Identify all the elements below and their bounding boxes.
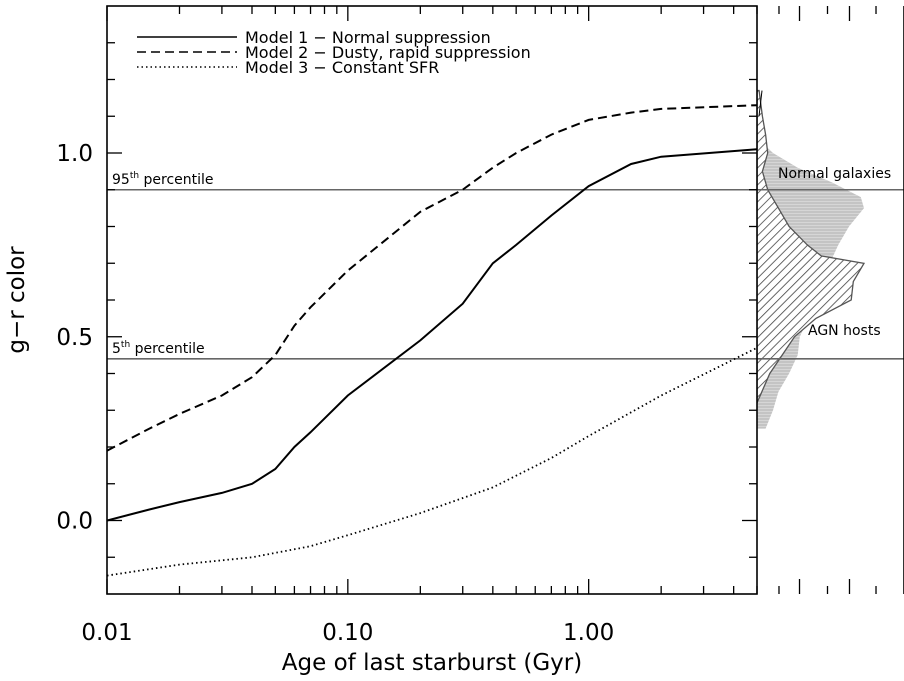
legend-label-model-2: Model 2 − Dusty, rapid suppression [245, 43, 531, 62]
series-line-model-3 [107, 346, 757, 577]
histogram-panel [757, 89, 866, 429]
y-tick-label: 0.5 [56, 325, 93, 351]
legend-label-model-3: Model 3 − Constant SFR [245, 58, 439, 77]
axis-tick-labels: 0.01 0.10 1.00 0.0 0.5 1.0 [56, 141, 614, 646]
series-line-model-2 [107, 104, 757, 452]
legend-label-model-1: Model 1 − Normal suppression [245, 28, 491, 47]
series-line-model-1 [107, 148, 757, 522]
x-axis-label: Age of last starburst (Gyr) [282, 650, 582, 676]
histogram-tail [758, 90, 763, 117]
y-tick-label: 0.0 [56, 509, 93, 535]
histogram-agn-hosts [757, 89, 866, 404]
hist-label-normal-galaxies: Normal galaxies [778, 166, 891, 182]
x-tick-label: 0.10 [322, 620, 373, 646]
y-tick-label: 1.0 [56, 141, 93, 167]
reference-lines: 95th percentile 5th percentile [107, 171, 904, 360]
axis-ticks [106, 6, 877, 594]
hist-label-agn-hosts: AGN hosts [808, 323, 881, 339]
x-tick-label: 1.00 [563, 620, 614, 646]
main-plot-frame [106, 5, 758, 595]
series-lines [107, 104, 757, 577]
x-tick-label: 0.01 [81, 620, 132, 646]
reference-line-label-0: 95th percentile [112, 171, 214, 188]
y-axis-label: g−r color [4, 246, 30, 354]
reference-line-label-1: 5th percentile [112, 340, 205, 357]
